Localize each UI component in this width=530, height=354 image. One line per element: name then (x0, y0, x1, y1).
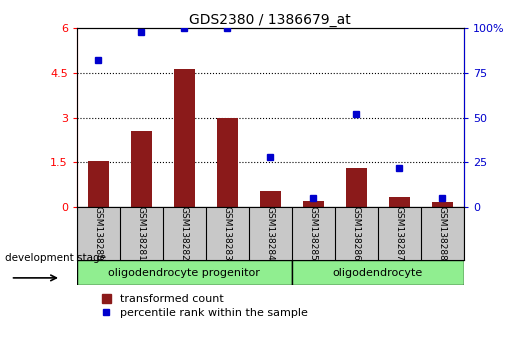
Bar (292, 260, 464, 285)
Text: development stage: development stage (5, 253, 107, 263)
Text: GSM138287: GSM138287 (395, 206, 404, 261)
Text: GSM138281: GSM138281 (137, 206, 146, 261)
Text: GSM138284: GSM138284 (266, 206, 275, 261)
Bar (217, 118, 238, 207)
Text: oligodendrocyte: oligodendrocyte (333, 268, 423, 278)
Text: GSM138288: GSM138288 (438, 206, 447, 261)
Bar (77, 260, 292, 285)
Text: GSM138280: GSM138280 (94, 206, 103, 261)
Text: GSM138282: GSM138282 (180, 206, 189, 261)
Bar (260, 191, 281, 207)
Text: GSM138283: GSM138283 (223, 206, 232, 261)
Title: GDS2380 / 1386679_at: GDS2380 / 1386679_at (189, 13, 351, 27)
Bar (303, 201, 324, 207)
Legend: transformed count, percentile rank within the sample: transformed count, percentile rank withi… (102, 294, 307, 318)
Text: oligodendrocyte progenitor: oligodendrocyte progenitor (108, 268, 260, 278)
Bar (173, 69, 195, 207)
Bar (130, 131, 152, 207)
Text: GSM138286: GSM138286 (352, 206, 361, 261)
Bar (87, 161, 109, 207)
Bar (431, 202, 453, 207)
Text: GSM138285: GSM138285 (309, 206, 318, 261)
Bar (388, 197, 410, 207)
Bar (346, 169, 367, 207)
